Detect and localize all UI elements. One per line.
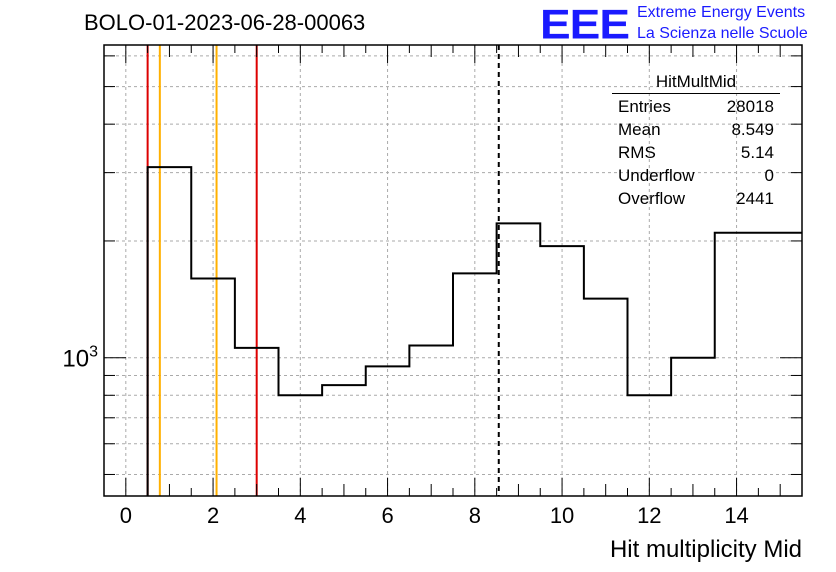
y-tick-label: 103 <box>62 344 98 373</box>
stats-value: 2441 <box>736 189 774 208</box>
eee-logo: EEE <box>540 0 630 48</box>
stats-row: Overflow 2441 <box>612 187 780 210</box>
stats-box: HitMultMid Entries 28018 Mean 8.549 RMS … <box>612 72 780 210</box>
x-tick-label: 2 <box>207 503 219 528</box>
stats-row: RMS 5.14 <box>612 141 780 164</box>
stats-value: 8.549 <box>731 120 774 139</box>
logo-line-1: Extreme Energy Events <box>637 4 806 21</box>
stats-label: RMS <box>618 143 656 162</box>
stats-value: 0 <box>764 166 774 185</box>
x-tick-label: 6 <box>381 503 393 528</box>
histogram-line <box>146 166 802 496</box>
x-axis-label: Hit multiplicity Mid <box>609 536 802 563</box>
grid-lines <box>104 45 802 496</box>
stats-label: Entries <box>618 97 671 116</box>
stats-label: Underflow <box>618 166 695 185</box>
plot-title: BOLO-01-2023-06-28-00063 <box>84 10 366 35</box>
x-tick-label: 4 <box>294 503 306 528</box>
stats-row: Entries 28018 <box>612 95 780 118</box>
axis-ticks <box>103 45 803 496</box>
stats-row: Mean 8.549 <box>612 118 780 141</box>
stats-label: Mean <box>618 120 661 139</box>
stats-title: HitMultMid <box>612 72 780 94</box>
stats-row: Underflow 0 <box>612 164 780 187</box>
x-tick-label: 14 <box>724 503 748 528</box>
x-tick-label: 10 <box>550 503 574 528</box>
axis-tick-labels: 103 0 2 4 6 8 10 12 14 <box>62 344 748 528</box>
stats-value: 5.14 <box>740 143 774 162</box>
marker-lines <box>146 45 500 496</box>
x-tick-label: 0 <box>120 503 132 528</box>
x-tick-label: 8 <box>469 503 481 528</box>
stats-label: Overflow <box>618 189 686 208</box>
stats-value: 28018 <box>726 97 774 116</box>
logo-line-2: La Scienza nelle Scuole <box>637 25 808 42</box>
x-tick-label: 12 <box>637 503 661 528</box>
